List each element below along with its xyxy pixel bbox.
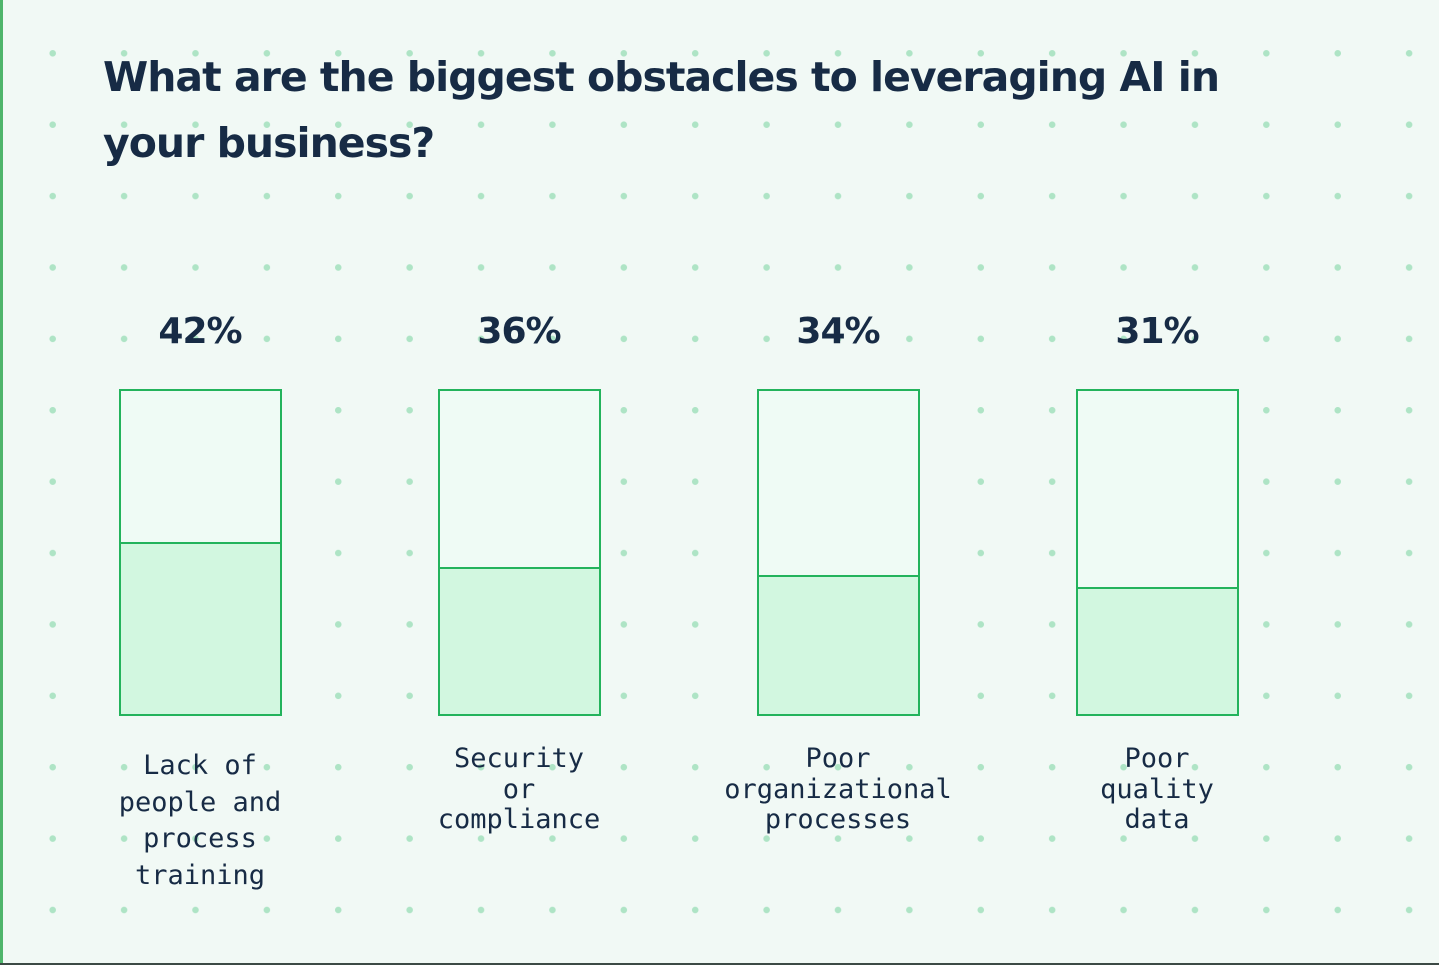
bar bbox=[119, 389, 282, 716]
category-label-line: or bbox=[502, 773, 536, 805]
category-label: Lack of people and process training bbox=[70, 748, 330, 894]
category-label-line: Security bbox=[453, 743, 585, 774]
category-label-line: training bbox=[134, 859, 266, 891]
category-label: Poor organizational processes bbox=[708, 743, 968, 836]
bar-fill bbox=[759, 575, 918, 714]
category-label-line: processes bbox=[764, 804, 912, 835]
bar-fill bbox=[440, 567, 599, 714]
bottom-border bbox=[0, 963, 1439, 965]
category-label-line: organizational bbox=[724, 773, 952, 805]
chart-title: What are the biggest obstacles to levera… bbox=[103, 53, 1220, 167]
category-label-line: Poor bbox=[1124, 743, 1190, 774]
category-label-line: compliance bbox=[437, 804, 601, 835]
left-border bbox=[0, 0, 3, 965]
bar bbox=[438, 389, 601, 716]
bar bbox=[1076, 389, 1239, 716]
category-label-line: people and bbox=[118, 786, 282, 818]
bar-fill bbox=[1078, 587, 1237, 714]
value-label: 36% bbox=[477, 311, 561, 352]
category-label: Poor quality data bbox=[1027, 743, 1287, 836]
value-label: 42% bbox=[158, 311, 242, 352]
category-label-line: process bbox=[143, 823, 257, 854]
category-label-line: Lack of bbox=[143, 750, 257, 781]
value-label: 34% bbox=[796, 311, 880, 352]
category-label-line: quality bbox=[1100, 773, 1214, 805]
bar-fill bbox=[121, 542, 280, 714]
value-label: 31% bbox=[1115, 311, 1199, 352]
category-label-line: Poor bbox=[805, 743, 871, 774]
category-label: Security or compliance bbox=[389, 743, 649, 836]
category-label-line: data bbox=[1124, 804, 1190, 835]
bar bbox=[757, 389, 920, 716]
